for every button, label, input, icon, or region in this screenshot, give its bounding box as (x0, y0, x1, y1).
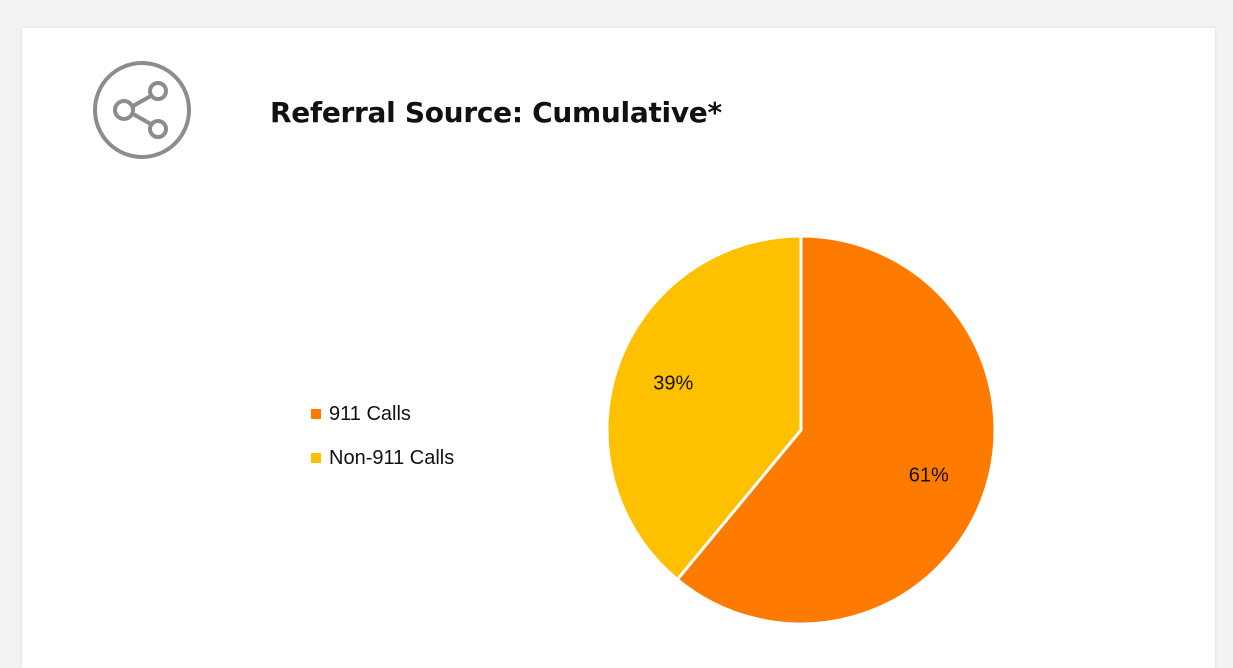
share-icon (93, 61, 191, 159)
data-label-911-calls: 61% (909, 464, 949, 486)
pie-slice-911-calls (675, 234, 997, 626)
legend-item-911-calls: 911 Calls (311, 392, 454, 436)
chart-legend: 911 Calls Non-911 Calls (311, 392, 454, 480)
pie-slice-non-911-calls (605, 234, 803, 581)
legend-swatch-non-911-calls (311, 453, 321, 463)
legend-label-911-calls: 911 Calls (329, 402, 411, 425)
pie-chart: 61% 39% (605, 234, 997, 626)
chart-title: Referral Source: Cumulative* (270, 96, 722, 129)
legend-label-non-911-calls: Non-911 Calls (329, 446, 455, 469)
data-label-non-911-calls: 39% (653, 372, 693, 394)
legend-swatch-911-calls (311, 409, 321, 419)
chart-card (22, 28, 1215, 668)
legend-item-non-911-calls: Non-911 Calls (311, 436, 454, 480)
